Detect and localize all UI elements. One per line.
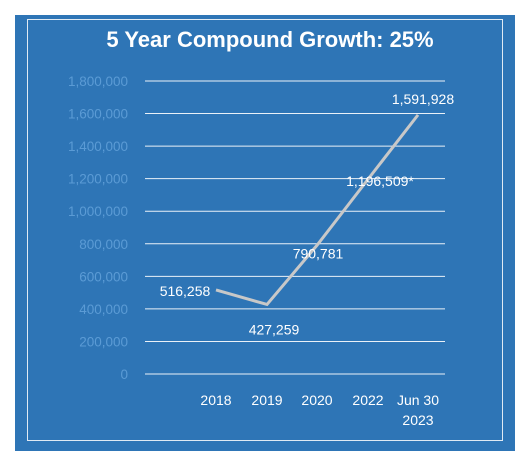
data-label: 1,591,928 <box>392 91 454 107</box>
data-label: 516,258 <box>160 283 211 299</box>
y-tick-label: 1,600,000 <box>68 107 128 122</box>
x-axis-ticks: 2018 2019 2020 2022 Jun 30 2023 <box>200 392 439 428</box>
y-tick-label: 1,200,000 <box>68 172 128 187</box>
y-tick-label: 1,800,000 <box>68 74 128 89</box>
y-tick-label: 400,000 <box>79 302 128 317</box>
data-label: 1,196,509* <box>346 173 414 189</box>
gridlines <box>145 80 445 375</box>
x-tick-label: 2020 <box>301 392 332 408</box>
chart-frame <box>27 19 503 441</box>
y-tick-label: 800,000 <box>79 237 128 252</box>
data-label: 790,781 <box>293 245 344 261</box>
y-axis-ticks: 0 200,000 400,000 600,000 800,000 1,000,000 1,… <box>68 74 128 382</box>
x-tick-label: 2018 <box>200 392 231 408</box>
x-tick-label: Jun 30 2023 <box>397 392 439 428</box>
chart-title: 5 Year Compound Growth: 25% <box>106 27 433 52</box>
x-tick-label: 2022 <box>352 392 383 408</box>
y-tick-label: 1,000,000 <box>68 204 128 219</box>
chart-panel <box>15 15 515 451</box>
y-tick-label: 0 <box>120 367 128 382</box>
x-tick-label: 2019 <box>251 392 282 408</box>
y-tick-label: 200,000 <box>79 334 128 349</box>
y-tick-label: 600,000 <box>79 269 128 284</box>
series <box>215 113 420 307</box>
data-label: 427,259 <box>249 321 300 337</box>
y-tick-label: 1,400,000 <box>68 139 128 154</box>
data-labels: 516,258 427,259 790,781 1,196,509* 1,591,928 <box>160 91 455 338</box>
